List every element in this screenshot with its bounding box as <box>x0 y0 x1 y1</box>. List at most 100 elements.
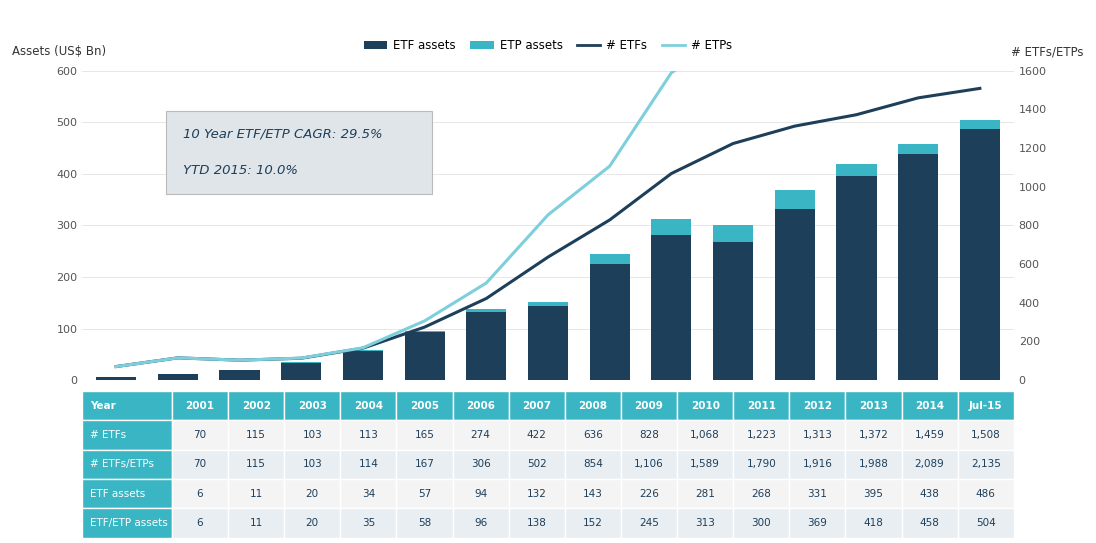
Text: Year: Year <box>90 401 115 411</box>
Text: 114: 114 <box>358 459 378 469</box>
Bar <box>509 420 564 450</box>
Bar <box>341 479 397 508</box>
Line: # ETPs: # ETPs <box>116 0 980 367</box>
Bar <box>564 508 621 538</box>
Text: 70: 70 <box>194 430 207 440</box>
Text: 458: 458 <box>920 518 939 528</box>
Text: 35: 35 <box>362 518 375 528</box>
# ETFs <box>973 85 986 92</box>
Bar <box>158 375 198 380</box>
Bar <box>775 210 814 380</box>
Bar <box>733 391 789 420</box>
Bar <box>404 332 445 380</box>
Text: 6: 6 <box>197 518 204 528</box>
Text: 11: 11 <box>250 489 263 498</box>
Text: 1,508: 1,508 <box>971 430 1001 440</box>
# ETFs <box>541 254 555 260</box>
Text: ETF assets: ETF assets <box>90 489 145 498</box>
Text: 274: 274 <box>470 430 491 440</box>
# ETPs <box>110 363 123 370</box>
Bar <box>677 420 733 450</box>
Text: # ETFs/ETPs: # ETFs/ETPs <box>90 459 153 469</box>
Bar <box>284 508 341 538</box>
Bar <box>845 450 902 479</box>
Bar <box>82 450 172 479</box>
Bar <box>733 420 789 450</box>
Text: 245: 245 <box>639 518 659 528</box>
FancyBboxPatch shape <box>165 111 432 194</box>
Bar <box>397 450 453 479</box>
Text: 854: 854 <box>583 459 603 469</box>
Text: 2009: 2009 <box>635 401 663 411</box>
Line: # ETFs: # ETFs <box>116 89 980 367</box>
# ETFs <box>849 111 863 118</box>
Text: 438: 438 <box>920 489 939 498</box>
Text: 313: 313 <box>695 518 715 528</box>
Bar <box>590 263 630 380</box>
Bar <box>960 120 1000 129</box>
# ETPs <box>603 163 616 169</box>
Bar <box>775 190 814 210</box>
Bar <box>82 508 172 538</box>
# ETFs <box>233 357 247 363</box>
# ETFs <box>727 140 740 147</box>
Bar <box>733 508 789 538</box>
Bar <box>453 420 509 450</box>
Bar <box>564 420 621 450</box>
Text: 96: 96 <box>475 518 488 528</box>
Text: 2005: 2005 <box>410 401 439 411</box>
# ETPs <box>788 6 801 12</box>
# ETPs <box>233 357 247 363</box>
Bar <box>284 450 341 479</box>
Bar <box>902 479 958 508</box>
Bar <box>453 479 509 508</box>
Bar <box>172 420 228 450</box>
Text: 152: 152 <box>583 518 603 528</box>
# ETPs <box>727 30 740 37</box>
Text: 1,790: 1,790 <box>746 459 776 469</box>
Bar <box>677 508 733 538</box>
Text: 94: 94 <box>475 489 488 498</box>
Bar <box>902 450 958 479</box>
Text: 115: 115 <box>247 459 266 469</box>
Text: 502: 502 <box>527 459 547 469</box>
Bar <box>509 479 564 508</box>
Text: YTD 2015: 10.0%: YTD 2015: 10.0% <box>183 163 298 176</box>
Bar <box>96 377 136 380</box>
Text: 281: 281 <box>695 489 715 498</box>
Text: 2014: 2014 <box>915 401 944 411</box>
Legend: ETF assets, ETP assets, # ETFs, # ETPs: ETF assets, ETP assets, # ETFs, # ETPs <box>359 35 737 57</box>
Text: 2010: 2010 <box>690 401 720 411</box>
Bar <box>713 242 753 380</box>
Text: 2007: 2007 <box>522 401 551 411</box>
Text: 103: 103 <box>302 430 322 440</box>
Text: 2008: 2008 <box>579 401 607 411</box>
Text: 20: 20 <box>306 489 319 498</box>
Text: 828: 828 <box>639 430 659 440</box>
Text: 369: 369 <box>808 518 827 528</box>
Text: 1,916: 1,916 <box>802 459 832 469</box>
Bar <box>528 302 568 306</box>
Text: 1,988: 1,988 <box>858 459 889 469</box>
Bar <box>898 144 938 154</box>
Bar <box>621 391 677 420</box>
Bar <box>845 508 902 538</box>
Bar <box>397 420 453 450</box>
Bar <box>836 176 877 380</box>
Text: Assets (US$ Bn): Assets (US$ Bn) <box>12 45 106 58</box>
Bar <box>789 508 845 538</box>
# ETPs <box>356 345 369 351</box>
# ETPs <box>665 70 678 76</box>
Bar <box>677 450 733 479</box>
Text: 2006: 2006 <box>466 401 495 411</box>
Text: 2011: 2011 <box>746 401 776 411</box>
Bar <box>228 508 284 538</box>
Text: 132: 132 <box>527 489 547 498</box>
Bar <box>341 508 397 538</box>
Text: 11: 11 <box>250 518 263 528</box>
Bar <box>564 479 621 508</box>
Bar <box>677 391 733 420</box>
Bar <box>453 391 509 420</box>
Bar <box>228 420 284 450</box>
# ETFs <box>788 123 801 129</box>
